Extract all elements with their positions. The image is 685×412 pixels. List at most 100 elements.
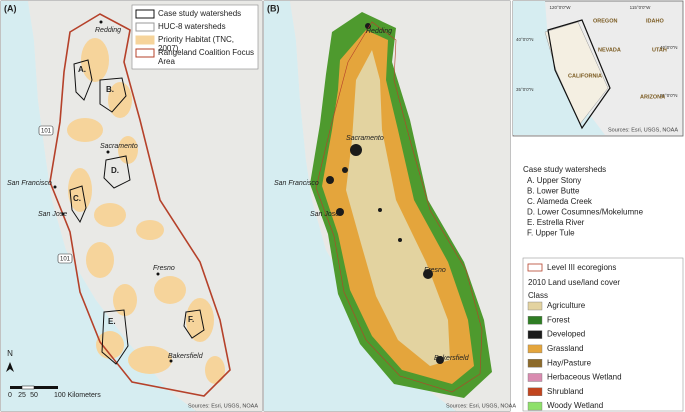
legend-label: Rangeland Coalition Focus Area [158, 48, 255, 66]
watershed-label: A. [78, 65, 86, 74]
watershed-label: E. [108, 317, 116, 326]
panel-a: Case study watersheds HUC-8 watersheds Pri… [0, 0, 263, 412]
legend-swatch [135, 48, 155, 58]
case-watersheds [69, 59, 205, 365]
class-swatch [527, 330, 543, 339]
class-label: Hay/Pasture [547, 358, 592, 367]
case-study-item: C. Alameda Creek [527, 197, 593, 206]
legend-label: Priority Habitat (TNC, 2007) [158, 35, 235, 53]
ocean [264, 1, 456, 411]
class-heading: Class [528, 291, 548, 300]
coord-label: 40°0'0"N [516, 37, 534, 42]
city-label: Bakersfield [168, 353, 204, 360]
city-label: San Francisco [274, 180, 319, 187]
panel-b: (B) Redding Sacramento San Francisco San… [263, 0, 516, 412]
highway-label: 101 [41, 129, 52, 135]
highway-shield [57, 253, 73, 264]
legend-swatch [135, 22, 155, 32]
city-label: Redding [95, 27, 121, 34]
class-swatch [527, 401, 543, 411]
city-label: San Francisco [7, 180, 52, 187]
class-label: Shrubland [547, 387, 583, 396]
class-swatch [527, 301, 543, 311]
class-swatch [527, 344, 543, 354]
ecoregion-outline [315, 21, 483, 393]
city-label: Sacramento [100, 143, 138, 150]
north-label: N [7, 349, 13, 358]
class-label: Herbaceous Wetland [547, 373, 622, 382]
legend-label-box: HUC-8 watersheds [158, 22, 226, 31]
landcover-classes: Agriculture Forest Developed Grassland Hay/P… [527, 301, 622, 411]
case-study-item: B. Lower Butte [527, 187, 580, 196]
highway-label: 101 [60, 257, 71, 263]
agriculture [346, 50, 450, 366]
city-label: San Jose [38, 211, 67, 218]
class-swatch [527, 316, 543, 325]
north-arrow [6, 362, 14, 372]
coord-label: 120°0'0"W [549, 5, 571, 10]
highway-shield [38, 125, 54, 136]
city-dots [53, 20, 173, 363]
source: Sources: Esri, USGS, NOAA [188, 403, 258, 409]
case-study-item: A. Upper Stony [527, 176, 581, 185]
city-label: Fresno [424, 267, 446, 274]
legend-swatch [135, 35, 155, 45]
coord-label: 40°0'0"N [660, 45, 678, 50]
study-extent [547, 19, 611, 130]
watershed-label: C. [73, 194, 81, 203]
legend-label-box: Case study watersheds [158, 9, 242, 18]
landcover-legend-box [522, 257, 684, 412]
case-study-item: E. Estrella River [527, 218, 585, 227]
case-study-item: F. Upper Tule [527, 229, 575, 238]
inset-map: 120°0'0"W 115°0'0"W 40°0'0"N 35°0'0"N 40… [512, 0, 684, 137]
city-label: San Jose [310, 211, 339, 218]
legend-label: Case study watersheds [158, 9, 242, 18]
developed [326, 23, 444, 364]
source: Sources: Esri, USGS, NOAA [608, 127, 678, 133]
class-swatch [527, 373, 543, 382]
watershed-label: B. [106, 85, 114, 94]
watershed-label: D. [111, 166, 119, 175]
state-label: ARIZONA [640, 94, 665, 100]
case-study-item: D. Lower Cosumnes/Mokelumne [527, 208, 644, 217]
landcover-title: 2010 Land use/land cover [528, 278, 620, 287]
ocean [1, 1, 196, 411]
class-swatch [527, 387, 543, 396]
class-swatch [527, 359, 543, 368]
priority-habitat [67, 38, 225, 384]
panel-label: (A) [4, 3, 17, 13]
city-label: Bakersfield [434, 355, 470, 362]
legend-label-box: Rangeland Coalition Focus Area [158, 48, 255, 66]
case-study-title: Case study watersheds [523, 165, 606, 174]
scale-label: 25 [18, 392, 26, 399]
state-label: IDAHO [646, 18, 664, 24]
class-label: Woody Wetland [547, 401, 603, 410]
ecoregion-label: Level III ecoregions [547, 263, 616, 272]
state-label: NEVADA [598, 47, 621, 53]
scale-label: 100 Kilometers [54, 392, 101, 399]
city-label: Fresno [153, 265, 175, 272]
class-label: Grassland [547, 344, 583, 353]
legend-label-box: Priority Habitat (TNC, 2007) [158, 35, 235, 53]
legend-label: HUC-8 watersheds [158, 22, 226, 31]
coord-label: 35°0'0"N [516, 87, 534, 92]
state-label: OREGON [593, 18, 617, 24]
ecoregion-swatch [527, 263, 543, 272]
scale-label: 0 [8, 392, 12, 399]
coord-label: 35°0'0"N [660, 93, 678, 98]
city-label: Sacramento [346, 135, 384, 142]
source: Sources: Esri, USGS, NOAA [446, 403, 516, 409]
class-label: Agriculture [547, 301, 586, 310]
legend-swatch [135, 9, 155, 19]
watershed-label: F. [188, 315, 194, 324]
state-label: CALIFORNIA [568, 73, 602, 79]
scale-label: 50 [30, 392, 38, 399]
panel-label: (B) [267, 3, 280, 13]
class-label: Developed [547, 330, 585, 339]
class-label: Forest [547, 315, 570, 324]
city-label: Redding [366, 28, 392, 35]
legend-entries: Case study watersheds HUC-8 watersheds Pri… [135, 9, 255, 66]
scale-bar [10, 385, 58, 390]
